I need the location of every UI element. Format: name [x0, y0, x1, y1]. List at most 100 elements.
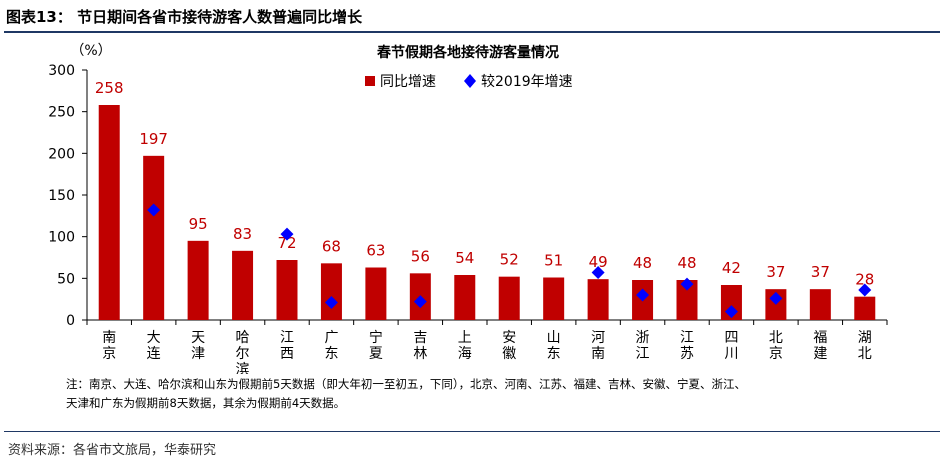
diamond-point — [147, 203, 161, 217]
category-label: 建 — [813, 346, 827, 362]
category-label: 北 — [858, 346, 872, 362]
bar — [187, 240, 209, 320]
bar — [454, 275, 476, 320]
diamond-point — [769, 291, 783, 305]
note-line-1: 注：南京、大连、哈尔滨和山东为假期前5天数据（即大年初一至初五，下同），北京、河… — [66, 377, 747, 391]
category-label: 东 — [324, 346, 338, 362]
y-tick-label: 150 — [48, 188, 75, 204]
category-label: 海 — [458, 346, 472, 362]
y-tick-label: 200 — [48, 146, 75, 162]
data-label: 258 — [95, 79, 124, 97]
category-label: 滨 — [236, 362, 250, 374]
bar — [320, 263, 342, 320]
data-label: 42 — [722, 259, 741, 277]
legend-bar-swatch — [365, 76, 375, 86]
category-label: 京 — [102, 346, 116, 362]
category-label: 夏 — [369, 346, 383, 362]
category-label: 连 — [147, 346, 161, 362]
category-label: 安 — [502, 330, 516, 346]
category-label: 尔 — [236, 346, 250, 362]
data-label: 197 — [139, 130, 168, 148]
data-label: 49 — [589, 253, 608, 271]
category-label: 苏 — [680, 346, 694, 362]
y-tick-label: 250 — [48, 105, 75, 121]
bar — [98, 105, 120, 320]
diamond-point — [636, 288, 650, 302]
category-label: 川 — [724, 346, 738, 362]
diamond-point — [413, 295, 427, 309]
category-label: 哈 — [236, 330, 250, 346]
diamond-point — [680, 277, 694, 291]
bar — [587, 279, 609, 320]
legend-bar-label: 同比增速 — [380, 74, 436, 90]
data-label: 51 — [544, 252, 563, 270]
bar — [676, 280, 698, 320]
y-tick-label: 50 — [57, 271, 75, 287]
category-label: 山 — [547, 330, 561, 346]
source-text: 资料来源：各省市文旅局，华泰研究 — [8, 443, 217, 458]
data-label: 83 — [233, 225, 252, 243]
chart-title: 春节假期各地接待游客量情况 — [376, 44, 559, 61]
chart-note: 注：南京、大连、哈尔滨和山东为假期前5天数据（即大年初一至初五，下同），北京、河… — [66, 375, 926, 413]
diamond-point — [280, 227, 294, 241]
category-label: 林 — [413, 346, 427, 362]
category-label: 京 — [769, 346, 783, 362]
category-label: 徽 — [502, 346, 516, 362]
figure-header: 图表13： 节日期间各省市接待游客人数普遍同比增长 — [0, 0, 940, 34]
category-label: 江 — [680, 330, 694, 346]
bar — [543, 277, 565, 320]
category-label: 江 — [636, 346, 650, 362]
category-label: 广 — [324, 330, 338, 346]
y-tick-label: 100 — [48, 230, 75, 246]
category-label: 浙 — [636, 330, 650, 346]
data-label: 48 — [633, 254, 652, 272]
category-label: 西 — [280, 346, 294, 362]
category-label: 江 — [280, 330, 294, 346]
category-label: 天 — [191, 330, 205, 346]
category-label: 南 — [102, 330, 116, 346]
bar — [143, 155, 165, 320]
category-label: 东 — [547, 346, 561, 362]
top-rule — [4, 31, 940, 33]
category-label: 吉 — [413, 330, 427, 346]
data-label: 95 — [189, 215, 208, 233]
diamond-point — [724, 305, 738, 319]
data-label: 37 — [811, 263, 830, 281]
data-label: 37 — [766, 263, 785, 281]
legend-diamond-swatch — [464, 74, 476, 88]
bar — [276, 260, 298, 320]
diamond-point — [858, 283, 872, 297]
category-label: 上 — [458, 330, 472, 346]
category-label: 北 — [769, 330, 783, 346]
y-axis-label: （%） — [70, 43, 111, 59]
data-label: 63 — [366, 242, 385, 260]
category-label: 南 — [591, 346, 605, 362]
note-line-2: 天津和广东为假期前8天数据，其余为假期前4天数据。 — [66, 396, 346, 410]
data-label: 68 — [322, 237, 341, 255]
bar — [809, 289, 831, 320]
data-label: 48 — [677, 254, 696, 272]
diamond-point — [591, 266, 605, 279]
bar — [498, 276, 520, 320]
y-tick-label: 0 — [66, 313, 75, 329]
y-tick-label: 300 — [48, 63, 75, 79]
category-label: 宁 — [369, 329, 383, 346]
bottom-rule — [4, 431, 940, 432]
category-label: 大 — [147, 330, 161, 346]
legend-diamond-label: 较2019年增速 — [481, 74, 573, 90]
bar — [365, 267, 387, 320]
data-label: 72 — [277, 234, 296, 252]
category-label: 津 — [191, 346, 205, 362]
bar — [232, 250, 254, 320]
category-label: 四 — [724, 330, 738, 346]
data-label: 52 — [500, 251, 519, 269]
data-label: 28 — [855, 271, 874, 289]
bar — [854, 296, 876, 320]
category-label: 河 — [591, 330, 605, 346]
figure-title: 图表13： 节日期间各省市接待游客人数普遍同比增长 — [6, 8, 363, 26]
data-label: 56 — [411, 247, 430, 265]
category-label: 福 — [813, 330, 827, 346]
data-label: 54 — [455, 249, 474, 267]
category-label: 湖 — [858, 330, 872, 346]
